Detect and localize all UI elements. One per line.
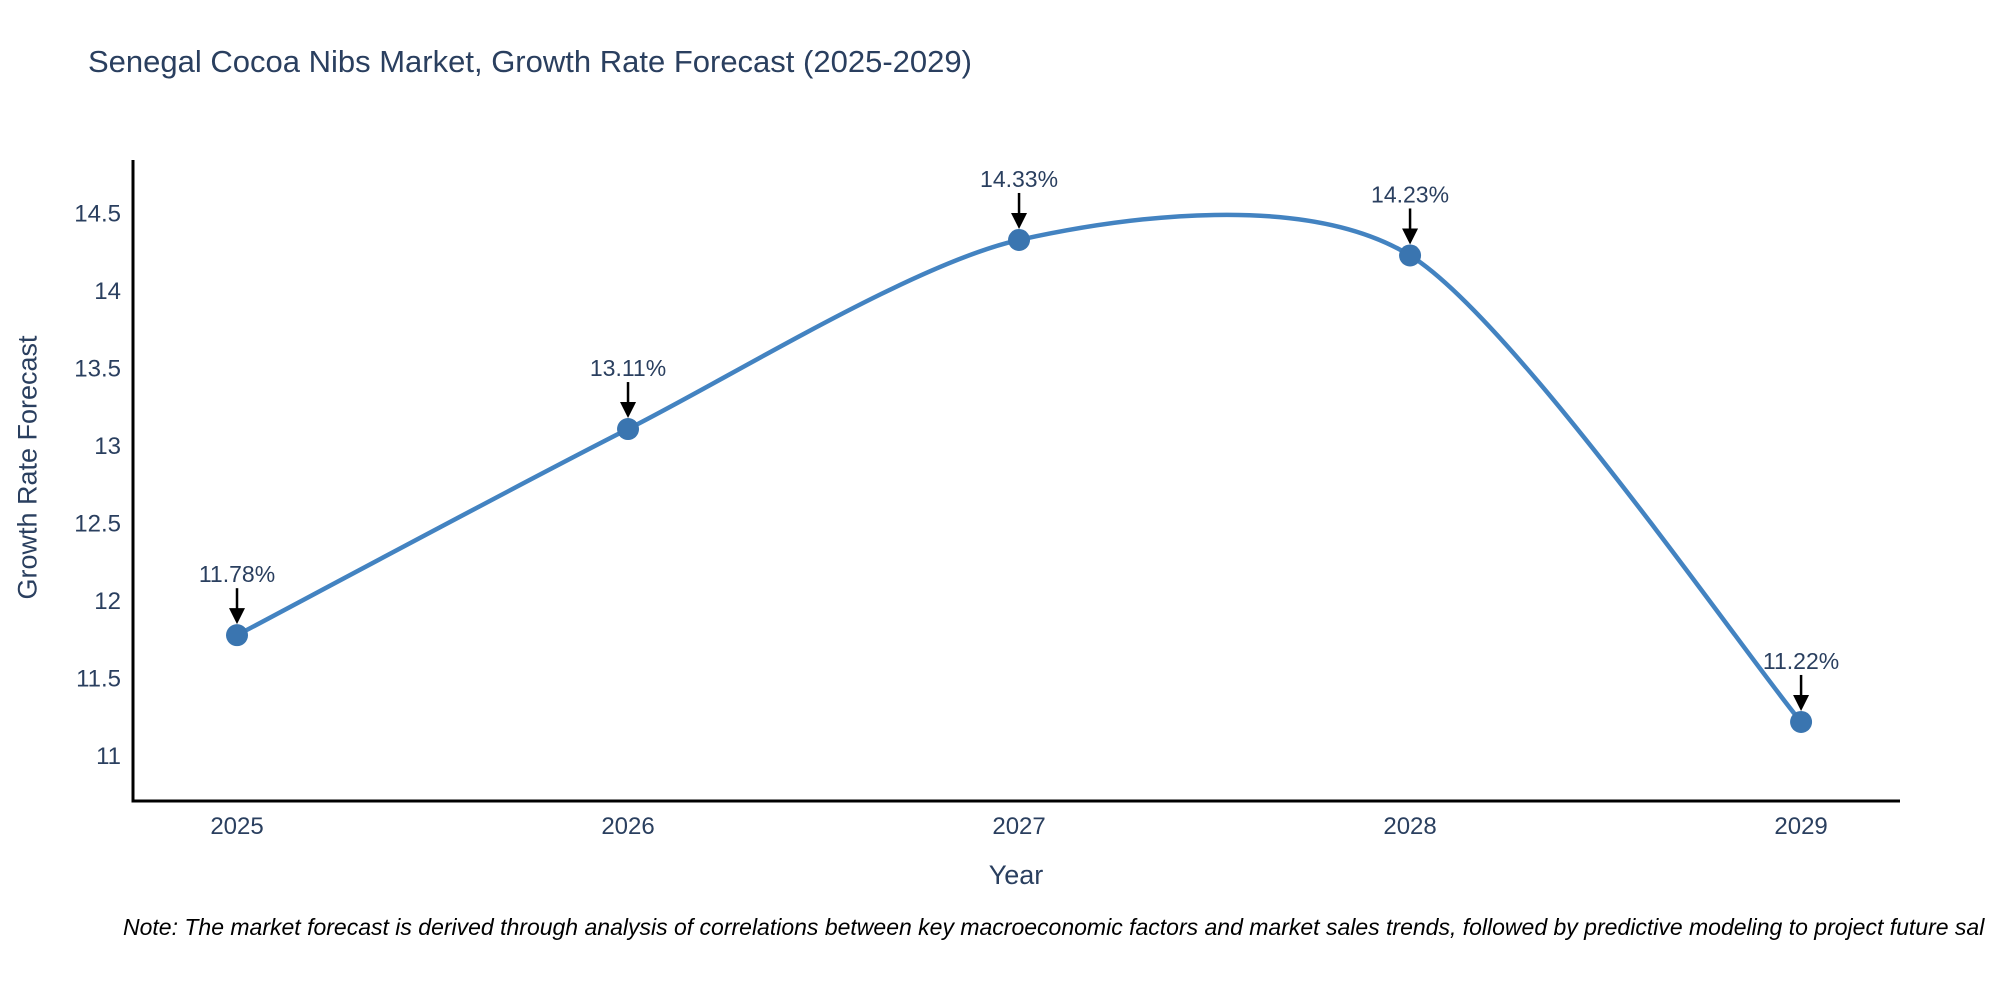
data-point-marker[interactable] — [226, 624, 249, 647]
annotation-label: 11.78% — [199, 561, 275, 587]
x-tick-label: 2025 — [210, 813, 263, 840]
y-tick-label: 11 — [96, 743, 121, 770]
y-tick-label: 11.5 — [76, 666, 121, 693]
x-tick-label: 2029 — [1774, 813, 1827, 840]
annotation-label: 14.23% — [1371, 181, 1449, 207]
annotation-arrow-head — [1011, 212, 1028, 229]
y-tick-label: 14 — [94, 278, 121, 305]
footnote: Note: The market forecast is derived thr… — [123, 914, 1985, 940]
annotation-arrow-head — [229, 608, 246, 625]
annotation-label: 14.33% — [980, 166, 1058, 192]
data-point-marker[interactable] — [617, 418, 640, 441]
x-tick-label: 2027 — [992, 813, 1045, 840]
annotation-arrow-head — [1402, 228, 1419, 245]
chart-title: Senegal Cocoa Nibs Market, Growth Rate F… — [88, 44, 972, 79]
x-tick-label: 2028 — [1383, 813, 1436, 840]
y-tick-label: 14.5 — [74, 201, 121, 228]
data-point-marker[interactable] — [1790, 710, 1813, 733]
y-tick-label: 13 — [94, 433, 121, 460]
data-point-marker[interactable] — [1399, 244, 1422, 267]
y-tick-label: 13.5 — [74, 356, 121, 383]
annotation-arrow-head — [620, 402, 637, 419]
forecast-spline-line — [234, 212, 1804, 725]
annotation-label: 11.22% — [1763, 648, 1839, 674]
annotation-arrow-head — [1793, 694, 1810, 711]
x-axis-title: Year — [988, 860, 1044, 890]
annotation-label: 13.11% — [590, 355, 666, 381]
y-tick-label: 12 — [94, 588, 121, 615]
y-tick-label: 12.5 — [74, 511, 121, 538]
x-tick-label: 2026 — [601, 813, 654, 840]
data-point-marker[interactable] — [1008, 228, 1031, 251]
